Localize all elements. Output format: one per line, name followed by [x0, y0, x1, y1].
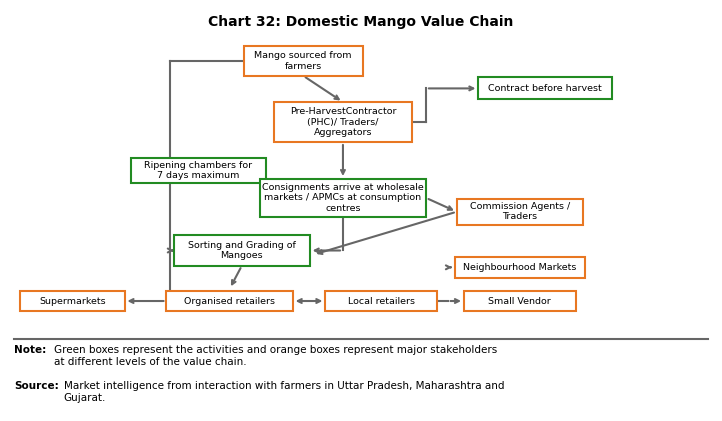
Text: Contract before harvest: Contract before harvest	[488, 84, 602, 93]
Text: Ripening chambers for
7 days maximum: Ripening chambers for 7 days maximum	[144, 161, 253, 180]
FancyBboxPatch shape	[274, 102, 412, 142]
Text: Small Vendor: Small Vendor	[489, 296, 551, 306]
Text: Neighbourhood Markets: Neighbourhood Markets	[463, 263, 577, 272]
Text: Local retailers: Local retailers	[348, 296, 414, 306]
Text: Consignments arrive at wholesale
markets / APMCs at consumption
centres: Consignments arrive at wholesale markets…	[262, 183, 424, 213]
Text: Mango sourced from
farmers: Mango sourced from farmers	[254, 51, 352, 71]
Text: Supermarkets: Supermarkets	[39, 296, 105, 306]
Text: Chart 32: Domestic Mango Value Chain: Chart 32: Domestic Mango Value Chain	[209, 15, 513, 29]
Text: Green boxes represent the activities and orange boxes represent major stakeholde: Green boxes represent the activities and…	[54, 345, 497, 367]
FancyBboxPatch shape	[167, 291, 292, 311]
Text: Organised retailers: Organised retailers	[184, 296, 275, 306]
FancyBboxPatch shape	[243, 46, 362, 76]
FancyBboxPatch shape	[260, 179, 426, 217]
FancyBboxPatch shape	[464, 291, 576, 311]
Text: Sorting and Grading of
Mangoes: Sorting and Grading of Mangoes	[188, 241, 296, 260]
FancyBboxPatch shape	[478, 77, 612, 99]
FancyBboxPatch shape	[174, 235, 310, 266]
FancyBboxPatch shape	[131, 158, 266, 183]
Text: Pre-HarvestContractor
(PHC)/ Traders/
Aggregators: Pre-HarvestContractor (PHC)/ Traders/ Ag…	[290, 107, 396, 137]
FancyBboxPatch shape	[325, 291, 438, 311]
Text: Source:: Source:	[14, 381, 59, 391]
Text: Market intelligence from interaction with farmers in Uttar Pradesh, Maharashtra : Market intelligence from interaction wit…	[64, 381, 504, 402]
FancyBboxPatch shape	[455, 257, 585, 278]
FancyBboxPatch shape	[456, 199, 583, 225]
Text: Commission Agents /
Traders: Commission Agents / Traders	[470, 202, 570, 221]
FancyBboxPatch shape	[20, 291, 124, 311]
Text: Note:: Note:	[14, 345, 47, 355]
